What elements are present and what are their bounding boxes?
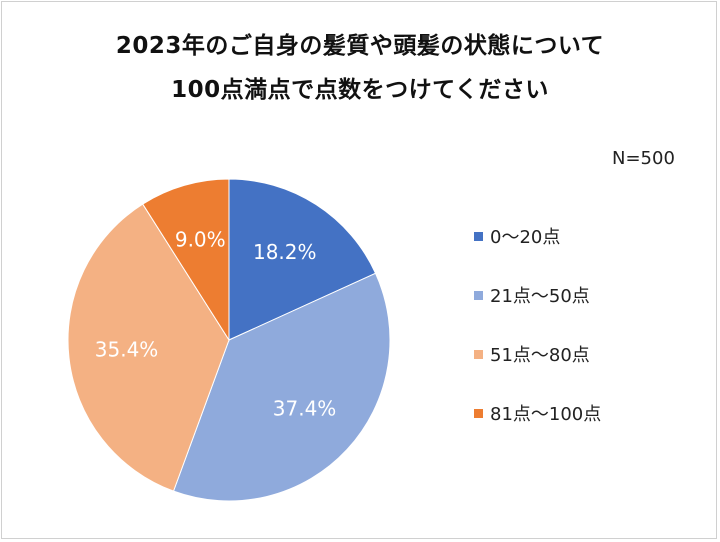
pie-slice-1 xyxy=(228,178,377,341)
legend-item-3: 51点～80点 xyxy=(474,342,590,366)
legend-item-4: 81点～100点 xyxy=(474,401,601,425)
legend-swatch-3 xyxy=(474,349,483,359)
legend-item-2: 21点～50点 xyxy=(474,283,590,307)
legend-swatch-2 xyxy=(474,290,483,300)
legend-label-2: 21点～50点 xyxy=(490,286,590,307)
chart-title-line1: 2023年のご自身の髪質や頭髪の状態について xyxy=(115,33,605,59)
chart-title-line2: 100点満点で点数をつけてください xyxy=(171,77,549,103)
pie-slice-2 xyxy=(172,272,391,502)
legend-swatch-1 xyxy=(474,231,483,241)
sample-size-note: N=500 xyxy=(612,148,675,169)
legend-label-1: 0～20点 xyxy=(490,227,561,248)
data-label-1: 18.2% xyxy=(253,240,317,264)
pie-slice-4 xyxy=(142,178,230,342)
data-label-2: 37.4% xyxy=(273,397,337,421)
legend-label-3: 51点～80点 xyxy=(490,345,590,366)
legend-swatch-4 xyxy=(474,408,483,418)
data-label-3: 35.4% xyxy=(95,337,159,361)
legend-label-4: 81点～100点 xyxy=(490,404,602,425)
pie-slice-3 xyxy=(67,203,230,492)
data-label-4: 9.0% xyxy=(175,228,226,252)
legend-item-1: 0～20点 xyxy=(474,224,560,248)
